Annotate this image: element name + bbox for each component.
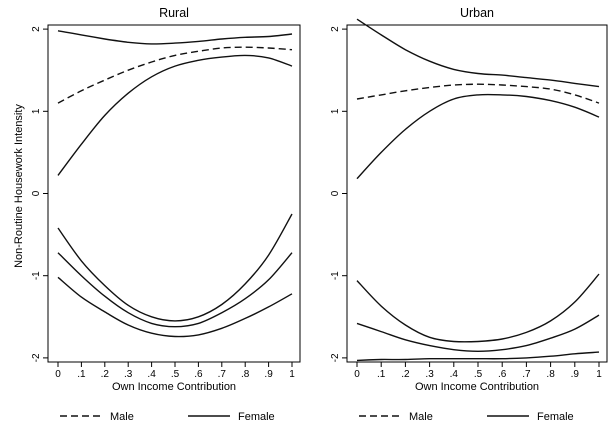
- x-tick-label: .8: [546, 369, 555, 380]
- series-line-solid: [57, 30, 293, 45]
- x-tick-label: .2: [101, 369, 110, 380]
- y-tick-label: 2: [330, 26, 341, 32]
- x-tick-label: 0: [354, 369, 360, 380]
- y-tick-label: -1: [31, 271, 42, 280]
- series-line-solid: [356, 273, 600, 343]
- y-tick-label: 2: [31, 26, 42, 32]
- x-tick-label: .9: [571, 369, 580, 380]
- series-line-solid: [356, 18, 600, 88]
- x-tick-label: .5: [171, 369, 180, 380]
- x-tick-label: .8: [241, 369, 250, 380]
- legend-label: Male: [409, 411, 433, 423]
- x-tick-label: .4: [147, 369, 156, 380]
- x-tick-label: .1: [377, 369, 386, 380]
- x-axis-label: Own Income Contribution: [112, 381, 236, 393]
- x-tick-label: .1: [77, 369, 86, 380]
- series-line-solid: [57, 276, 293, 338]
- series-line-solid: [57, 54, 293, 176]
- panel-urban: Urban -2 -1 0 1 2 0 .1 .2 .3 .4 .5 .6 .7 .8 .9 1 Own Inco…: [330, 6, 608, 423]
- x-tick-label: .3: [124, 369, 133, 380]
- y-tick-label: 0: [330, 190, 341, 196]
- plot-frame: [47, 24, 301, 363]
- y-tick-label: -2: [330, 353, 341, 362]
- x-tick-label: .6: [194, 369, 203, 380]
- series-line-dashed: [57, 46, 293, 104]
- x-tick-label: 1: [596, 369, 602, 380]
- y-axis-label: Non-Routine Housework Intensity: [13, 104, 25, 268]
- x-tick-label: .7: [522, 369, 531, 380]
- x-tick-label: .7: [218, 369, 227, 380]
- x-tick-label: .9: [264, 369, 273, 380]
- panel-rural: Rural -2 -1 0 1 2 0 .1 .2 .3 .4 .5 .6 .7 .8 .9 1 Own Inco…: [31, 6, 301, 423]
- y-tick-label: -1: [330, 271, 341, 280]
- legend-label: Female: [238, 411, 275, 423]
- x-axis-label: Own Income Contribution: [415, 381, 539, 393]
- series-line-solid: [57, 252, 293, 328]
- series-line-solid: [356, 314, 600, 353]
- y-tick-label: -2: [31, 353, 42, 362]
- legend: Male Female: [359, 411, 574, 423]
- y-tick-label: 1: [31, 108, 42, 114]
- series-line-solid: [356, 351, 600, 362]
- plot-frame: [346, 24, 608, 363]
- x-tick-label: .3: [425, 369, 434, 380]
- series-line-dashed: [356, 83, 600, 104]
- y-tick-label: 0: [31, 190, 42, 196]
- legend-label: Male: [110, 411, 134, 423]
- x-tick-label: .6: [498, 369, 507, 380]
- series-line-solid: [57, 213, 293, 322]
- legend: Male Female: [60, 411, 275, 423]
- series-line-solid: [356, 93, 600, 180]
- x-tick-label: .4: [450, 369, 459, 380]
- panel-title: Rural: [159, 6, 189, 20]
- x-tick-label: 0: [55, 369, 61, 380]
- legend-label: Female: [537, 411, 574, 423]
- x-tick-label: .5: [474, 369, 483, 380]
- y-tick-label: 1: [330, 108, 341, 114]
- x-tick-label: 1: [289, 369, 295, 380]
- x-tick-label: .2: [401, 369, 410, 380]
- panel-title: Urban: [460, 6, 494, 20]
